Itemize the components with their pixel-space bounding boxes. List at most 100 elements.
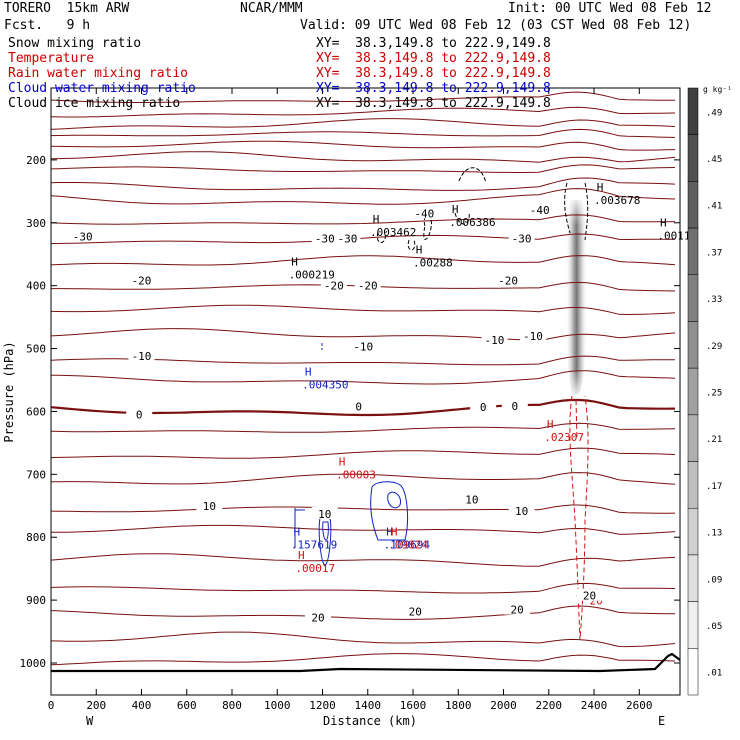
isotherm-label-bg <box>126 407 153 420</box>
y-tick-label: 800 <box>26 531 46 544</box>
isotherm-label: -20 <box>358 280 378 293</box>
isotherm-label: 10 <box>465 493 478 506</box>
extrema-labels: H.003462H.006386H.00288H.003678H.0011H.0… <box>289 181 691 608</box>
isotherm <box>51 233 676 244</box>
colorbar-swatch <box>687 648 699 696</box>
isotherm-label: 10 <box>203 500 216 513</box>
isotherm-label-bg <box>402 604 429 617</box>
isotherm-label: -20 <box>324 280 344 293</box>
rain-water-contours <box>569 395 589 641</box>
x-tick-label: 800 <box>222 699 242 712</box>
y-tick-label: 700 <box>26 468 46 481</box>
field-temperature: Temperature <box>8 51 95 66</box>
colorbar-swatch <box>687 414 699 462</box>
isotherm-label: -20 <box>132 275 152 288</box>
extremum-value: .0011 <box>657 229 690 242</box>
field-snow-xy: XY= 38.3,149.8 to 222.9,149.8 <box>316 36 551 51</box>
extremum-marker: H <box>305 365 312 378</box>
forecast-hour: Fcst. 9 h <box>4 18 91 33</box>
isotherm-label: 20 <box>583 590 596 603</box>
isotherm-label: -30 <box>337 233 357 246</box>
isotherm <box>51 582 676 594</box>
isotherm-label: 20 <box>311 612 324 625</box>
isotherm <box>51 140 676 151</box>
isotherm-label: -30 <box>315 233 335 246</box>
colorbar-label: .45 <box>706 155 722 165</box>
isotherm-label: -40 <box>414 207 434 220</box>
x-tick-label: 600 <box>177 699 197 712</box>
isotherm-labels: -40 -40-30 -30 -30 -30-20 -20 -20 -20-10-10-10-… <box>69 203 603 625</box>
isotherm-label: -30 <box>73 231 93 244</box>
colorbar-label: .25 <box>706 389 722 399</box>
extremum-value: .006386 <box>449 216 495 229</box>
x-tick-label: 1400 <box>355 699 382 712</box>
isotherm <box>51 553 676 567</box>
isotherm-label-bg <box>334 231 361 244</box>
field-temperature-xy: XY= 38.3,149.8 to 222.9,149.8 <box>316 51 551 66</box>
isotherm <box>51 91 675 103</box>
model-title: TORERO 15km ARW <box>4 1 130 16</box>
isotherm <box>51 177 676 191</box>
x-tick-label: 2600 <box>626 699 653 712</box>
colorbar-swatch <box>687 461 699 509</box>
y-tick-label: 300 <box>26 217 46 230</box>
extremum-value: .003678 <box>594 194 640 207</box>
colorbar-label: .49 <box>706 108 722 118</box>
isotherm-label-bg <box>311 231 338 244</box>
extremum-marker: H <box>294 526 301 539</box>
isotherm <box>51 605 676 620</box>
extremum-value: .00017 <box>295 562 335 575</box>
isotherm-label-bg <box>481 332 508 345</box>
isotherm <box>51 328 676 342</box>
extremum-value: .004350 <box>302 378 348 391</box>
isotherm-label-bg <box>501 398 528 411</box>
extremum-marker: H <box>391 526 398 539</box>
extremum-marker: H <box>547 418 554 431</box>
isotherm-label-bg <box>354 278 381 291</box>
colorbar-label: .05 <box>706 622 722 632</box>
east-label: E <box>658 714 665 728</box>
colorbar-label: .41 <box>706 202 722 212</box>
isotherm <box>51 304 676 316</box>
y-tick-label: 500 <box>26 343 46 356</box>
extremum-marker: H <box>597 181 604 194</box>
extremum-value: .00288 <box>413 256 453 269</box>
isotherm-label-bg <box>495 273 522 286</box>
y-tick-label: 900 <box>26 594 46 607</box>
colorbar-label: .33 <box>706 295 722 305</box>
isotherm-label-bg <box>304 610 331 623</box>
x-tick-label: 400 <box>132 699 152 712</box>
isotherm-label-bg <box>504 602 531 615</box>
isotherm <box>51 118 676 130</box>
y-tick-label: 200 <box>26 154 46 167</box>
extremum-value: .02307 <box>544 431 584 444</box>
extremum-marker: H <box>416 243 423 256</box>
field-cloud-ice: Cloud ice mixing ratio <box>8 96 181 111</box>
cloud-ice-contours <box>376 167 589 251</box>
isotherm-label-bg <box>526 203 553 216</box>
isotherm-label-bg <box>320 278 347 291</box>
colorbar-label: .21 <box>706 435 722 445</box>
x-tick-label: 1000 <box>264 699 291 712</box>
isotherm-label-bg <box>69 229 96 242</box>
y-tick-label: 400 <box>26 280 46 293</box>
colorbar-swatch <box>687 274 699 322</box>
isotherm-label: -20 <box>498 275 518 288</box>
isotherm-label: -10 <box>353 341 373 354</box>
field-snow: Snow mixing ratio <box>8 36 142 51</box>
isotherm <box>51 164 676 173</box>
init-time: Init: 00 UTC Wed 08 Feb 12 <box>508 1 712 16</box>
isotherm-label: 0 <box>136 409 143 422</box>
isotherm <box>51 472 676 485</box>
extremum-value: .109694 <box>384 539 431 552</box>
terrain-line <box>51 652 680 673</box>
org-label: NCAR/MMM <box>240 1 303 16</box>
field-rain-xy: XY= 38.3,149.8 to 222.9,149.8 <box>316 66 551 81</box>
isotherm <box>51 106 676 118</box>
isotherm-label-bg <box>508 231 535 244</box>
x-tick-label: 1200 <box>309 699 336 712</box>
isotherm-label: 20 <box>510 604 523 617</box>
isotherm-label: 20 <box>409 605 422 618</box>
colorbar-swatch <box>687 181 699 229</box>
